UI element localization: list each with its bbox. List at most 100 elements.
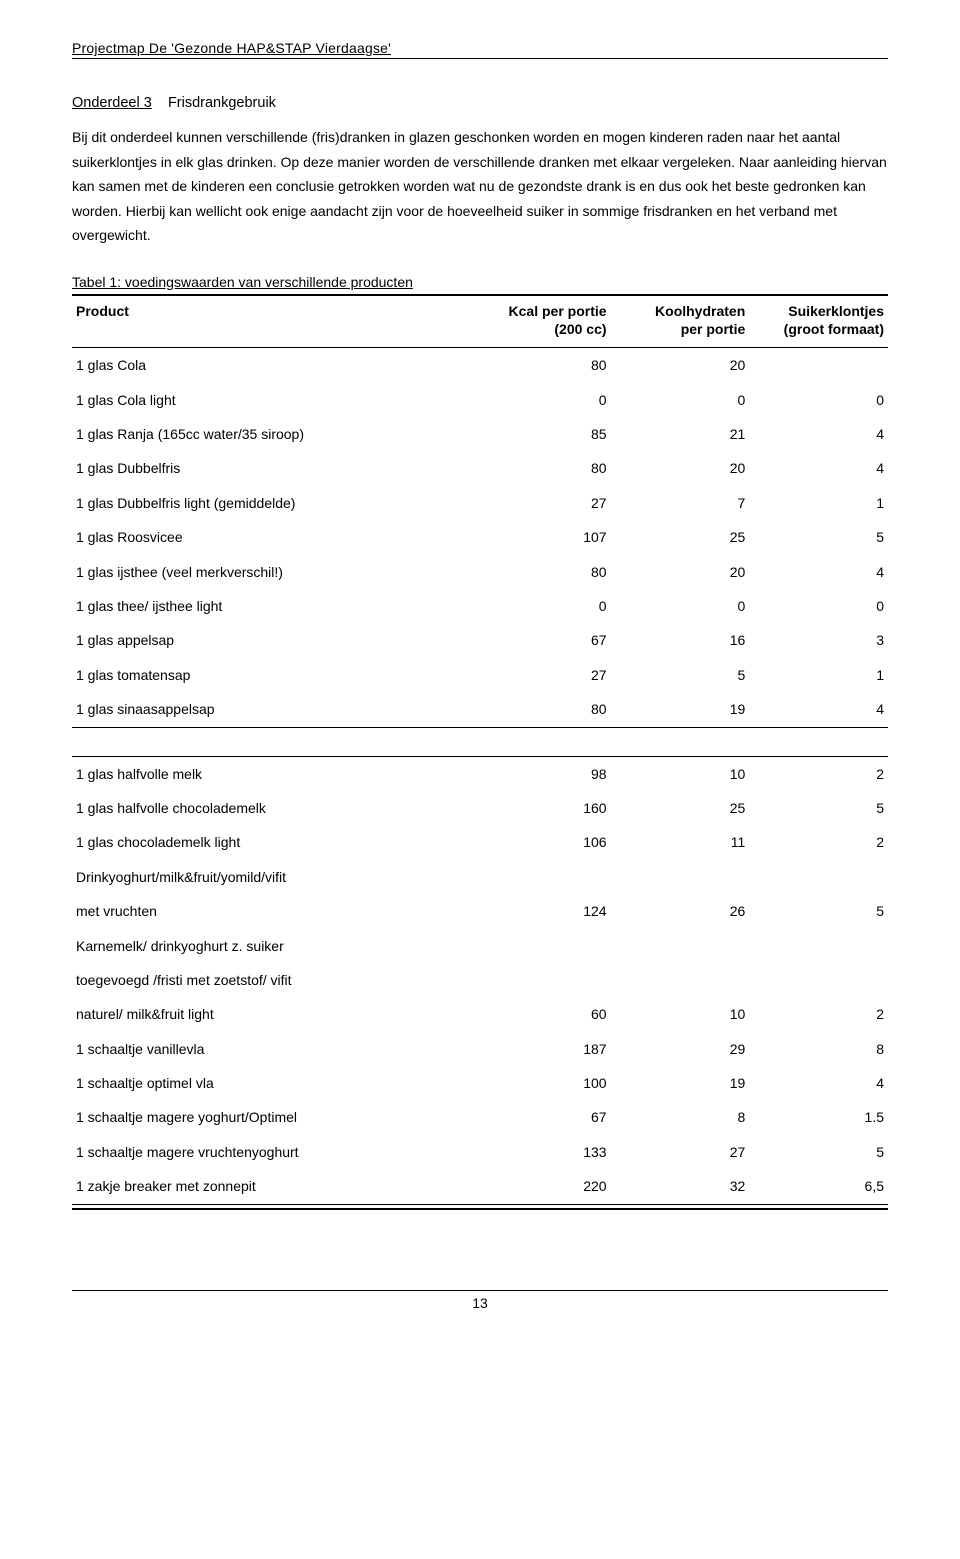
cell-carb: 19	[611, 692, 750, 727]
cell-product: 1 zakje breaker met zonnepit	[72, 1169, 456, 1204]
cell-sugar: 1	[749, 658, 888, 692]
cell-kcal: 0	[456, 383, 611, 417]
cell-carb: 5	[611, 658, 750, 692]
col-product: Product	[72, 295, 456, 348]
table-row: 1 glas Dubbelfris80204	[72, 451, 888, 485]
cell-kcal: 80	[456, 692, 611, 727]
cell-product: 1 glas thee/ ijsthee light	[72, 589, 456, 623]
cell-carb: 11	[611, 825, 750, 859]
cell-product: 1 glas sinaasappelsap	[72, 692, 456, 727]
cell-sugar: 5	[749, 1135, 888, 1169]
cell-carb: 0	[611, 383, 750, 417]
table-row: Drinkyoghurt/milk&fruit/yomild/vifit	[72, 860, 888, 894]
cell-product: 1 glas Ranja (165cc water/35 siroop)	[72, 417, 456, 451]
cell-sugar: 8	[749, 1032, 888, 1066]
cell-sugar: 0	[749, 589, 888, 623]
group-divider	[72, 727, 888, 756]
cell-product: 1 glas appelsap	[72, 623, 456, 657]
cell-sugar: 2	[749, 997, 888, 1031]
cell-kcal: 67	[456, 623, 611, 657]
cell-sugar	[749, 929, 888, 963]
table-row: toegevoegd /fristi met zoetstof/ vifit	[72, 963, 888, 997]
cell-product: 1 glas Cola	[72, 348, 456, 383]
col-carb: Koolhydraten per portie	[611, 295, 750, 348]
section-label-underline: Onderdeel 3	[72, 95, 152, 111]
cell-kcal: 106	[456, 825, 611, 859]
cell-product: 1 glas Cola light	[72, 383, 456, 417]
table-row: 1 schaaltje optimel vla100194	[72, 1066, 888, 1100]
cell-kcal: 27	[456, 658, 611, 692]
cell-product: Karnemelk/ drinkyoghurt z. suiker	[72, 929, 456, 963]
cell-sugar: 4	[749, 417, 888, 451]
cell-sugar: 6,5	[749, 1169, 888, 1204]
cell-carb: 10	[611, 997, 750, 1031]
cell-carb: 20	[611, 348, 750, 383]
cell-carb: 21	[611, 417, 750, 451]
table-row: 1 glas Cola light000	[72, 383, 888, 417]
cell-kcal: 60	[456, 997, 611, 1031]
col-sugar-l2: (groot formaat)	[784, 321, 884, 337]
cell-sugar: 4	[749, 692, 888, 727]
table-row: 1 schaaltje vanillevla187298	[72, 1032, 888, 1066]
cell-product: 1 glas Dubbelfris	[72, 451, 456, 485]
cell-carb: 0	[611, 589, 750, 623]
cell-carb: 26	[611, 894, 750, 928]
cell-carb	[611, 860, 750, 894]
cell-product: 1 schaaltje magere vruchtenyoghurt	[72, 1135, 456, 1169]
table-row: 1 zakje breaker met zonnepit220326,5	[72, 1169, 888, 1204]
cell-kcal	[456, 860, 611, 894]
cell-kcal: 98	[456, 756, 611, 791]
cell-kcal: 100	[456, 1066, 611, 1100]
body-paragraph: Bij dit onderdeel kunnen verschillende (…	[72, 125, 888, 248]
cell-product: 1 glas halfvolle melk	[72, 756, 456, 791]
cell-product: 1 glas Dubbelfris light (gemiddelde)	[72, 486, 456, 520]
cell-carb: 27	[611, 1135, 750, 1169]
cell-sugar: 2	[749, 825, 888, 859]
cell-product: 1 glas ijsthee (veel merkverschil!)	[72, 555, 456, 589]
cell-sugar: 5	[749, 894, 888, 928]
table-row: 1 glas appelsap67163	[72, 623, 888, 657]
cell-sugar	[749, 963, 888, 997]
cell-product: 1 glas Roosvicee	[72, 520, 456, 554]
table-row: 1 glas chocolademelk light106112	[72, 825, 888, 859]
cell-carb: 8	[611, 1100, 750, 1134]
table-row: 1 glas halfvolle chocolademelk160255	[72, 791, 888, 825]
cell-carb: 32	[611, 1169, 750, 1204]
table-row: 1 glas halfvolle melk98102	[72, 756, 888, 791]
cell-sugar: 4	[749, 451, 888, 485]
cell-sugar: 5	[749, 520, 888, 554]
cell-kcal: 80	[456, 348, 611, 383]
table-row: 1 glas thee/ ijsthee light000	[72, 589, 888, 623]
nutrition-table: Product Kcal per portie (200 cc) Koolhyd…	[72, 294, 888, 1210]
table-row: met vruchten124265	[72, 894, 888, 928]
cell-carb: 25	[611, 791, 750, 825]
cell-kcal: 187	[456, 1032, 611, 1066]
table-row: 1 glas tomatensap2751	[72, 658, 888, 692]
cell-kcal: 220	[456, 1169, 611, 1204]
page-header: Projectmap De 'Gezonde HAP&STAP Vierdaag…	[72, 40, 888, 59]
cell-sugar: 4	[749, 555, 888, 589]
table-footer-rule	[72, 1204, 888, 1209]
cell-product: 1 glas chocolademelk light	[72, 825, 456, 859]
cell-sugar: 2	[749, 756, 888, 791]
cell-carb: 29	[611, 1032, 750, 1066]
cell-carb: 20	[611, 451, 750, 485]
table-row: 1 glas Dubbelfris light (gemiddelde)2771	[72, 486, 888, 520]
col-sugar: Suikerklontjes (groot formaat)	[749, 295, 888, 348]
cell-sugar: 1.5	[749, 1100, 888, 1134]
cell-sugar: 3	[749, 623, 888, 657]
table-header-row: Product Kcal per portie (200 cc) Koolhyd…	[72, 295, 888, 348]
cell-carb: 25	[611, 520, 750, 554]
page-footer: 13	[72, 1290, 888, 1311]
cell-carb: 19	[611, 1066, 750, 1100]
cell-kcal	[456, 963, 611, 997]
col-kcal-l2: (200 cc)	[554, 321, 606, 337]
cell-sugar: 0	[749, 383, 888, 417]
cell-product: 1 glas halfvolle chocolademelk	[72, 791, 456, 825]
cell-sugar: 4	[749, 1066, 888, 1100]
cell-product: met vruchten	[72, 894, 456, 928]
cell-product: 1 schaaltje magere yoghurt/Optimel	[72, 1100, 456, 1134]
cell-kcal: 107	[456, 520, 611, 554]
cell-kcal	[456, 929, 611, 963]
table-caption: Tabel 1: voedingswaarden van verschillen…	[72, 274, 888, 290]
